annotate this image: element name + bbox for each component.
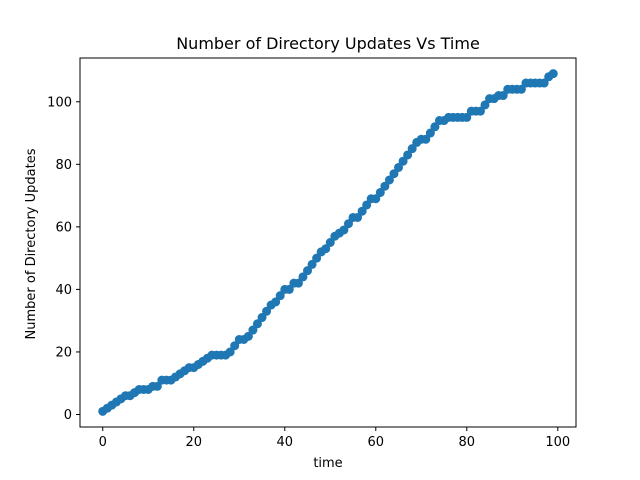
data-point (248, 325, 258, 335)
data-point (394, 162, 404, 172)
data-point (298, 272, 308, 282)
x-axis-label: time (313, 456, 342, 471)
y-axis-label: Number of Directory Updates (24, 148, 39, 339)
data-point (462, 112, 472, 122)
data-points (98, 69, 558, 416)
data-point (389, 169, 399, 179)
data-point (371, 194, 381, 204)
data-point (539, 78, 549, 88)
x-tick-label: 100 (545, 435, 570, 450)
axis-ticks: 0 20 40 60 80 100 0 20 40 60 80 100 (47, 95, 570, 450)
plot-frame (79, 57, 577, 428)
data-point (475, 106, 485, 116)
data-point (480, 100, 490, 110)
data-point (262, 306, 272, 316)
data-point (380, 181, 390, 191)
y-tick-label: 0 (64, 408, 72, 423)
data-point (284, 284, 294, 294)
data-point (152, 381, 162, 391)
data-point (403, 150, 413, 160)
data-point (339, 225, 349, 235)
data-point (275, 291, 285, 301)
data-point (307, 259, 317, 269)
data-point (343, 219, 353, 229)
data-point (225, 347, 235, 357)
data-point (516, 84, 526, 94)
y-tick-label: 100 (47, 95, 72, 110)
data-point (548, 69, 558, 79)
data-point (230, 341, 240, 351)
data-point (321, 244, 331, 254)
data-point (303, 266, 313, 276)
data-point (252, 319, 262, 329)
data-point (357, 206, 367, 216)
x-tick-label: 60 (368, 435, 385, 450)
data-point (293, 278, 303, 288)
data-point (375, 187, 385, 197)
y-tick-label: 80 (55, 158, 72, 173)
data-point (353, 212, 363, 222)
data-point (421, 134, 431, 144)
data-point (312, 253, 322, 263)
data-point (271, 297, 281, 307)
data-point (425, 128, 435, 138)
data-point (325, 238, 335, 247)
y-tick-label: 60 (55, 220, 72, 235)
data-point (430, 122, 440, 132)
x-tick-label: 40 (276, 435, 293, 450)
y-tick-label: 40 (55, 283, 72, 298)
chart-title: Number of Directory Updates Vs Time (176, 34, 480, 53)
x-tick-label: 20 (185, 435, 202, 450)
data-point (384, 175, 394, 185)
data-point (243, 331, 253, 341)
data-point (362, 200, 372, 210)
x-tick-label: 80 (459, 435, 476, 450)
y-tick-label: 20 (55, 345, 72, 360)
data-point (407, 144, 417, 154)
data-point (257, 313, 267, 323)
x-tick-label: 0 (99, 435, 107, 450)
data-point (498, 91, 508, 101)
data-point (398, 156, 408, 166)
